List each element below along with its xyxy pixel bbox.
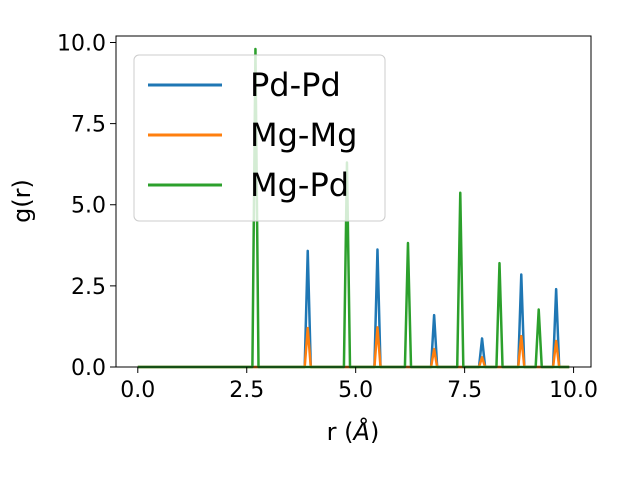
y-axis-label: g(r)	[8, 179, 36, 223]
legend-label-pd-pd: Pd-Pd	[250, 66, 341, 104]
x-axis-label: r (Å)	[327, 417, 380, 446]
x-tick-label: 2.5	[229, 378, 264, 403]
legend-box	[133, 54, 386, 222]
legend-label-mg-pd: Mg-Pd	[250, 166, 349, 204]
y-tick-label: 7.5	[71, 113, 106, 138]
x-tick-label: 0.0	[120, 378, 155, 403]
y-tick-label: 5.0	[71, 194, 106, 219]
y-tick-label: 10.0	[57, 31, 106, 56]
y-tick-label: 0.0	[71, 356, 106, 381]
series-line-mg-mg	[137, 326, 570, 369]
legend-label-mg-mg: Mg-Mg	[250, 116, 357, 154]
ticks-layer: 0.0 2.5 5.0 7.5 10.0 0.0 2.5 5.0 7.5 10.0	[57, 31, 598, 403]
plot-frame	[115, 35, 592, 368]
x-tick-label: 10.0	[549, 378, 598, 403]
x-tick-label: 7.5	[447, 378, 482, 403]
legend: Pd-Pd Mg-Mg Mg-Pd	[133, 54, 386, 222]
y-tick-label: 2.5	[71, 275, 106, 300]
series-line-pd-pd	[137, 248, 570, 369]
x-tick-label: 5.0	[338, 378, 373, 403]
